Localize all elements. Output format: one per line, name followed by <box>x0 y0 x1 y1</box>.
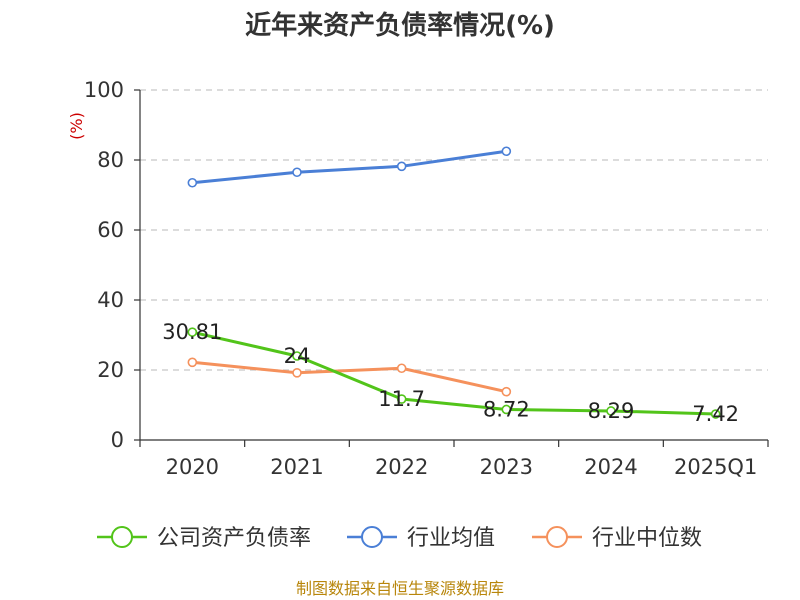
data-point <box>396 161 407 172</box>
y-tick-label: 20 <box>97 358 124 382</box>
y-tick-label: 80 <box>97 148 124 172</box>
series-line <box>192 149 507 185</box>
data-point <box>187 327 198 337</box>
data-label: 24 <box>284 344 311 368</box>
data-point <box>606 406 616 416</box>
data-label: 30.81 <box>162 320 222 344</box>
gridlines <box>140 89 768 371</box>
data-label: 8.72 <box>483 397 530 421</box>
data-point <box>292 167 302 178</box>
legend-label: 行业中位数 <box>592 526 702 551</box>
series-line <box>192 330 716 416</box>
x-tick-label: 2025Q1 <box>674 455 757 479</box>
legend-marker <box>361 526 383 548</box>
data-point <box>396 394 407 404</box>
y-axis-label: (%) <box>67 112 86 140</box>
data-label: 8.29 <box>588 399 635 423</box>
axes: 0 20 40 60 80 100 2020 2021 2022 2023 2024 2025Q1 <box>84 78 769 479</box>
data-labels: 30.81 24 11.7 8.72 8.29 7.42 <box>162 320 739 426</box>
legend: 公司资产负债率 行业均值 行业中位数 <box>97 526 702 551</box>
y-tick-label: 60 <box>97 218 124 242</box>
data-point <box>187 357 198 368</box>
y-tick-label: 40 <box>97 288 124 312</box>
data-label: 11.7 <box>378 387 425 411</box>
x-tick-label: 2024 <box>584 455 637 479</box>
data-label: 7.42 <box>692 402 739 426</box>
data-point <box>501 404 512 415</box>
x-tick-label: 2022 <box>375 455 428 479</box>
chart-title: 近年来资产负债率情况(%) <box>245 10 555 41</box>
y-tick-label: 0 <box>111 428 124 452</box>
legend-marker <box>111 526 133 548</box>
data-point <box>710 409 721 419</box>
legend-label: 行业均值 <box>407 526 495 551</box>
data-point <box>187 177 198 188</box>
x-tick-label: 2023 <box>480 455 533 479</box>
data-point <box>292 367 302 378</box>
x-tick-label: 2020 <box>166 455 219 479</box>
y-tick-label: 100 <box>84 78 124 102</box>
legend-label: 公司资产负债率 <box>157 526 311 551</box>
data-point <box>501 386 512 397</box>
data-point <box>396 363 407 374</box>
series-layer <box>187 146 721 419</box>
data-point <box>292 351 302 361</box>
series-line <box>192 360 507 394</box>
x-tick-label: 2021 <box>270 455 323 479</box>
legend-marker <box>546 526 568 548</box>
data-point <box>501 146 512 157</box>
source-note: 制图数据来自恒生聚源数据库 <box>296 579 504 598</box>
